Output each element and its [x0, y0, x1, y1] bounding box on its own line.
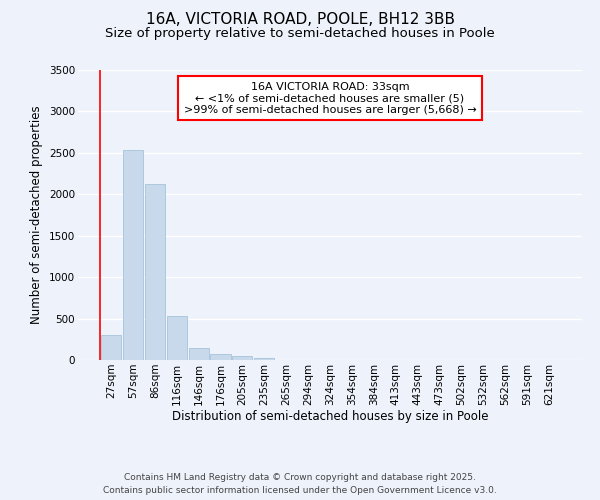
Y-axis label: Number of semi-detached properties: Number of semi-detached properties [31, 106, 43, 324]
Bar [145, 184, 165, 360]
Bar [167, 316, 187, 360]
Text: Size of property relative to semi-detached houses in Poole: Size of property relative to semi-detach… [105, 28, 495, 40]
X-axis label: Distribution of semi-detached houses by size in Poole: Distribution of semi-detached houses by … [172, 410, 488, 424]
Text: Contains public sector information licensed under the Open Government Licence v3: Contains public sector information licen… [103, 486, 497, 495]
Bar [123, 150, 143, 360]
Bar [188, 348, 209, 360]
Text: Contains HM Land Registry data © Crown copyright and database right 2025.: Contains HM Land Registry data © Crown c… [124, 474, 476, 482]
Bar [211, 354, 230, 360]
Text: 16A, VICTORIA ROAD, POOLE, BH12 3BB: 16A, VICTORIA ROAD, POOLE, BH12 3BB [146, 12, 455, 28]
Bar [232, 356, 253, 360]
Bar [101, 334, 121, 360]
Bar [254, 358, 274, 360]
Text: 16A VICTORIA ROAD: 33sqm
← <1% of semi-detached houses are smaller (5)
>99% of s: 16A VICTORIA ROAD: 33sqm ← <1% of semi-d… [184, 82, 476, 115]
